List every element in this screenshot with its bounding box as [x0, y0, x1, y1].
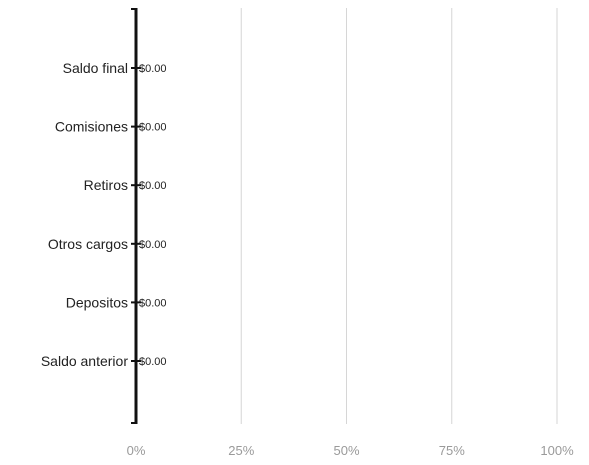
- gridlines: [240, 8, 558, 424]
- data-label: $0.00: [139, 122, 167, 134]
- category-label: Retiros: [84, 177, 128, 193]
- data-label: $0.00: [139, 239, 167, 251]
- data-label: $0.00: [139, 356, 167, 368]
- x-tick-label: 75%: [439, 443, 465, 458]
- category-label: Saldo final: [63, 60, 128, 76]
- axes: [131, 8, 141, 424]
- labels: 0% 25% 50% 75% 100% Saldo final $0.00 Comisione…: [41, 60, 574, 458]
- data-label: $0.00: [139, 297, 167, 309]
- x-tick-label: 0%: [127, 443, 146, 458]
- category-label: Comisiones: [55, 119, 128, 135]
- category-label: Depositos: [66, 294, 128, 310]
- x-tick-label: 50%: [333, 443, 359, 458]
- data-label: $0.00: [139, 180, 167, 192]
- x-tick-label: 25%: [228, 443, 254, 458]
- data-label: $0.00: [139, 63, 167, 75]
- x-tick-label: 100%: [540, 443, 574, 458]
- category-label: Saldo anterior: [41, 353, 129, 369]
- category-label: Otros cargos: [48, 236, 128, 252]
